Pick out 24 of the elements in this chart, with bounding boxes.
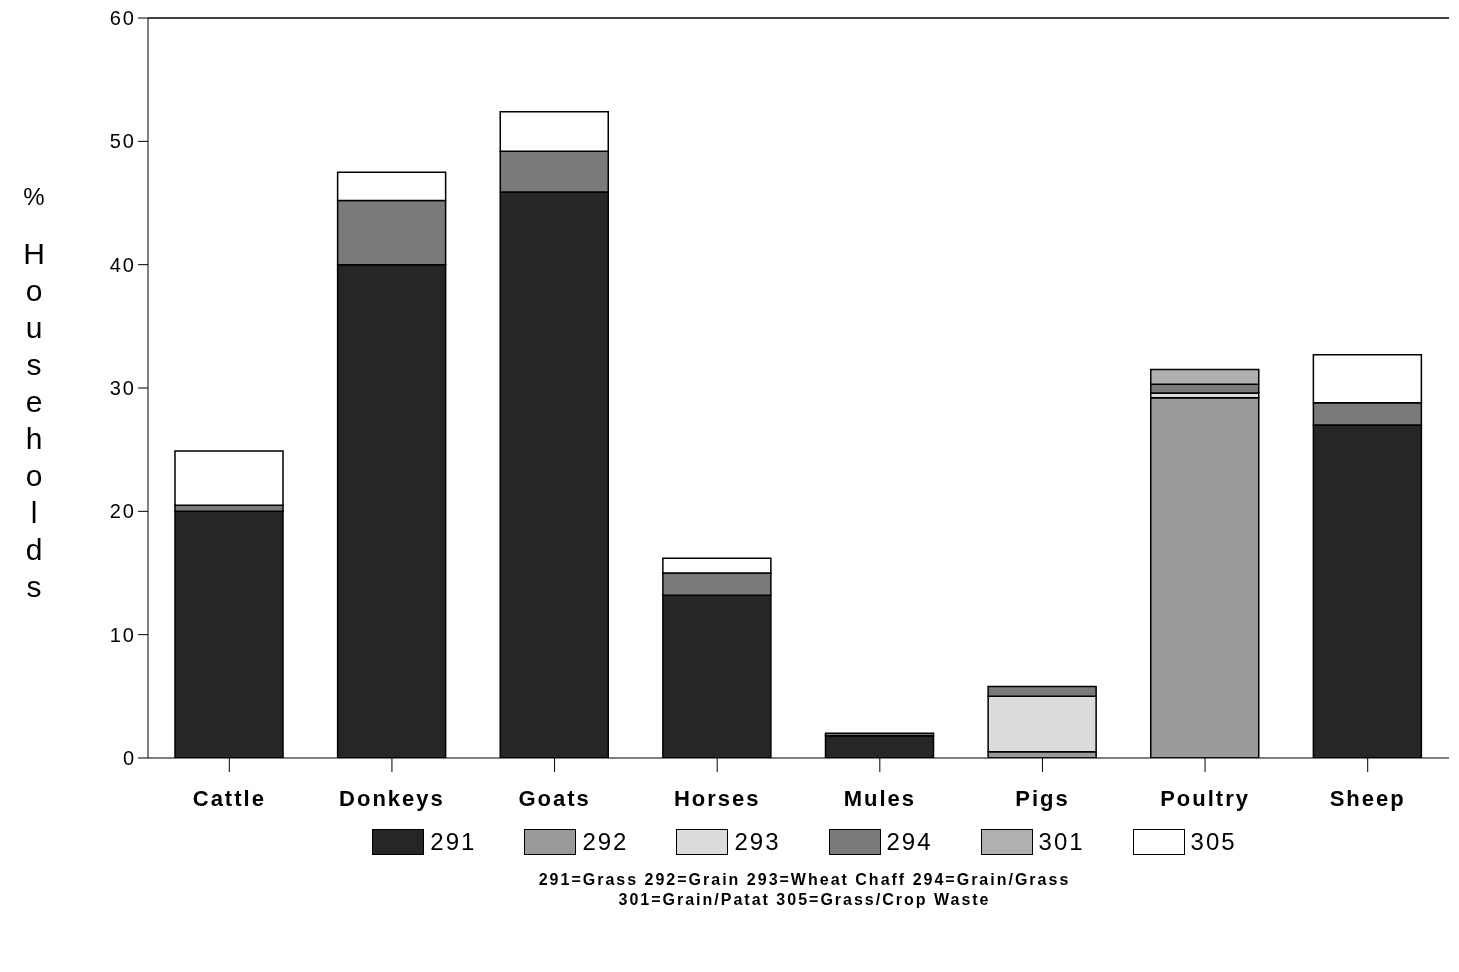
x-tick-label: Sheep: [1329, 785, 1406, 811]
legend-label: 305: [1190, 828, 1237, 856]
y-tick-label: 50: [109, 130, 136, 153]
x-tick-label: Donkeys: [339, 785, 445, 811]
x-tick-label: Poultry: [1160, 785, 1250, 811]
text: % Households: [23, 183, 45, 603]
legend-label: 293: [734, 828, 781, 856]
legend-label: 291: [430, 828, 477, 856]
x-tick-label: Mules: [843, 785, 916, 811]
y-tick-label: 40: [109, 253, 136, 276]
x-tick-label: Cattle: [192, 785, 266, 811]
y-tick-label: 20: [109, 500, 136, 523]
y-tick-label: 30: [109, 377, 136, 400]
text: 301=Grain/Patat 305=Grass/Crop Waste: [617, 890, 992, 910]
x-tick-label: Goats: [518, 785, 591, 811]
y-tick-label: 10: [109, 623, 136, 646]
x-tick-label: Horses: [673, 785, 761, 811]
text: 291=Grass 292=Grain 293=Wheat Chaff 294=Grain/Grass: [537, 870, 1072, 890]
legend-label: 301: [1038, 828, 1085, 856]
legend-label: 294: [886, 828, 933, 856]
y-tick-label: 0: [122, 747, 136, 770]
x-tick-label: Pigs: [1015, 785, 1070, 811]
legend-label: 292: [582, 828, 629, 856]
y-tick-label: 60: [109, 7, 136, 30]
